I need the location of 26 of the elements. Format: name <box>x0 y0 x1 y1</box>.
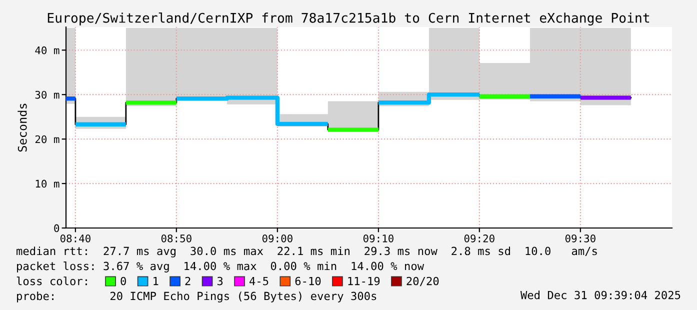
legend-label: 4-5 <box>250 276 268 286</box>
text: packet loss: 3.67 % avg 14.00 % max 0.00 % min 14.00 % now <box>17 262 424 272</box>
legend-label: 1 <box>154 276 158 286</box>
text: Wed Dec 31 09:39:04 2025 <box>520 290 680 300</box>
x-tick-label: 09:20 <box>464 234 494 242</box>
legend-label: 6-10 <box>295 276 321 286</box>
y-tick-label: 20 m <box>35 135 60 144</box>
legend-label: 0 <box>120 276 126 286</box>
x-tick-label: 09:10 <box>363 234 394 242</box>
x-tick-label: 09:00 <box>262 234 292 242</box>
y-tick-label: 30 m <box>35 90 60 99</box>
legend-title: loss color: <box>16 276 87 286</box>
chart-title: Europe/Switzerland/CernIXP from 78a17c215a1b to Cern Internet eXchange Point <box>48 12 650 26</box>
x-tick-label: 08:40 <box>60 234 90 242</box>
legend-label: 11-19 <box>348 276 380 286</box>
y-tick-label: 0 <box>54 224 60 232</box>
text: median rtt: 27.7 ms avg 30.0 ms max 22.1 ms min 29.3 ms now 2.8 ms sd 10.0 am/s <box>16 246 597 258</box>
x-tick-label: 09:30 <box>565 234 596 242</box>
legend-label: 20/20 <box>406 276 439 286</box>
x-tick-label: 08:50 <box>161 234 192 242</box>
legend-label: 3 <box>217 276 223 286</box>
legend-label: 2 <box>185 276 190 286</box>
y-tick-label: 40 m <box>35 46 60 54</box>
y-tick-label: 10 m <box>36 180 60 188</box>
y-axis-title: Seconds <box>18 104 27 152</box>
text: probe: 20 ICMP Echo Pings (56 Bytes) every 300s <box>17 292 376 302</box>
